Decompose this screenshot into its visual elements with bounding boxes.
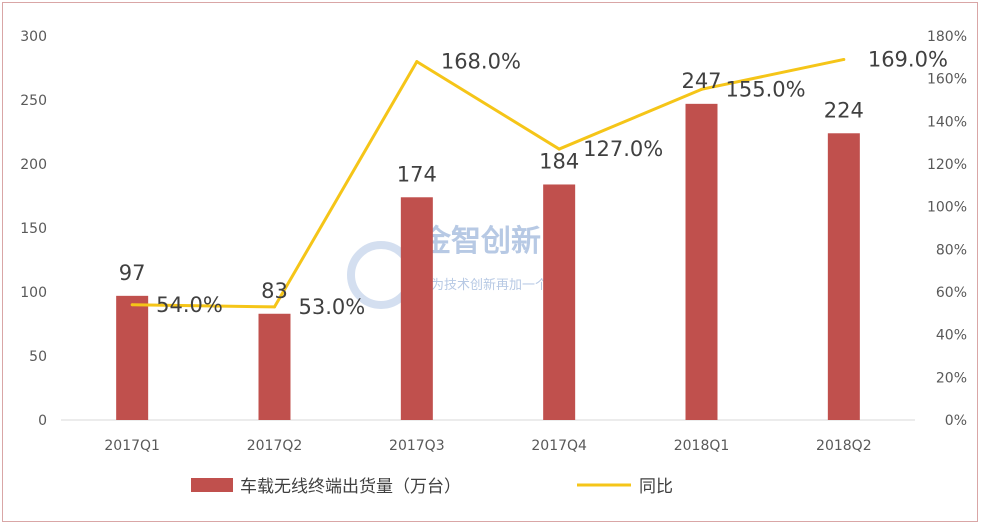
bar-2017Q4 xyxy=(543,184,576,420)
y-left-ticks: 0 50 100 150 200 250 300 xyxy=(20,29,47,429)
y-left-tick-label: 50 xyxy=(29,349,47,365)
x-tick-label: 2018Q2 xyxy=(816,438,872,454)
y-left-tick-label: 250 xyxy=(20,93,47,109)
y-right-tick-label: 40% xyxy=(936,328,967,344)
yoy-value-label: 53.0% xyxy=(299,295,366,319)
y-left-tick-label: 0 xyxy=(38,413,47,429)
y-left-tick-label: 300 xyxy=(20,29,47,45)
x-tick-label: 2017Q2 xyxy=(247,438,303,454)
bar-2017Q1 xyxy=(116,295,149,420)
line-layer xyxy=(130,57,846,309)
bar-value-label: 224 xyxy=(824,98,864,122)
bar-2017Q3 xyxy=(400,197,433,420)
y-right-tick-label: 60% xyxy=(936,285,967,301)
watermark-title: 金智创新 xyxy=(420,224,541,259)
yoy-value-label: 169.0% xyxy=(868,47,948,71)
bar-value-label: 184 xyxy=(539,149,579,173)
y-right-tick-label: 0% xyxy=(945,413,967,429)
y-right-tick-label: 20% xyxy=(936,370,967,386)
bar-2017Q2 xyxy=(258,313,291,420)
y-left-tick-label: 200 xyxy=(20,157,47,173)
bar-2018Q1 xyxy=(685,103,718,420)
yoy-point-2017Q2 xyxy=(273,305,276,309)
y-right-tick-label: 160% xyxy=(927,72,967,88)
y-right-ticks: 0% 20% 40% 60% 80% 100% 120% 140% 160% 180% xyxy=(927,29,967,429)
x-tick-label: 2018Q1 xyxy=(674,438,730,454)
yoy-value-label: 155.0% xyxy=(726,77,806,101)
bar-value-label: 97 xyxy=(119,261,146,285)
legend-line-label: 同比 xyxy=(639,477,673,497)
bar-value-label: 83 xyxy=(261,279,288,303)
bars-layer xyxy=(116,103,860,420)
chart-svg: 金智创新 为技术创新再加一个“+” 0 50 100 150 200 250 300 0% 2… xyxy=(20,29,967,497)
yoy-value-label: 54.0% xyxy=(156,293,223,317)
bar-2018Q2 xyxy=(827,133,860,420)
x-tick-label: 2017Q4 xyxy=(531,438,587,454)
yoy-point-2017Q1 xyxy=(130,303,134,307)
watermark-subtitle: 为技术创新再加一个“+” xyxy=(431,277,572,293)
legend: 车载无线终端出货量（万台） 同比 xyxy=(191,477,673,497)
y-right-tick-label: 80% xyxy=(936,242,967,258)
y-left-tick-label: 100 xyxy=(20,285,47,301)
x-tick-label: 2017Q3 xyxy=(389,438,445,454)
yoy-point-2018Q2 xyxy=(842,57,846,61)
y-right-tick-label: 180% xyxy=(927,29,967,45)
legend-bar-label: 车载无线终端出货量（万台） xyxy=(240,477,461,497)
y-left-tick-label: 150 xyxy=(20,221,47,237)
x-tick-label: 2017Q1 xyxy=(104,438,160,454)
legend-bar-swatch xyxy=(191,478,233,492)
data-labels: 97 83 174 184 247 224 54.0% 53.0% 168.0% 127.0% 15… xyxy=(119,47,948,318)
yoy-value-label: 168.0% xyxy=(441,50,521,74)
bar-value-label: 247 xyxy=(681,69,721,93)
bar-value-label: 174 xyxy=(397,162,437,186)
yoy-value-label: 127.0% xyxy=(583,137,663,161)
y-right-tick-label: 140% xyxy=(927,114,967,130)
yoy-point-2017Q3 xyxy=(415,60,419,64)
watermark: 金智创新 为技术创新再加一个“+” xyxy=(347,224,572,309)
x-ticks: 2017Q1 2017Q2 2017Q3 2017Q4 2018Q1 2018Q2 xyxy=(104,438,871,454)
yoy-line xyxy=(132,57,845,309)
yoy-point-2018Q1 xyxy=(700,87,703,91)
y-right-tick-label: 120% xyxy=(927,157,967,173)
yoy-point-2017Q4 xyxy=(557,147,561,151)
y-right-tick-label: 100% xyxy=(927,200,967,216)
